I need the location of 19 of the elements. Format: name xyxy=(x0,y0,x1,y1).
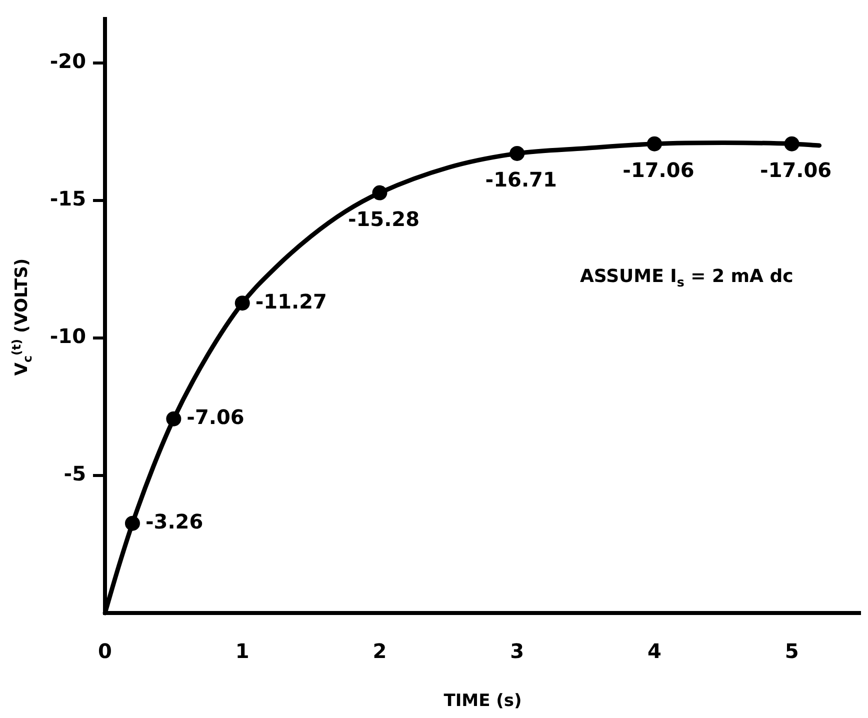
x-tick-label: 3 xyxy=(510,639,524,664)
y-tick-label: -10 xyxy=(50,324,86,348)
data-label: -17.06 xyxy=(760,158,832,182)
y-tick-label: -5 xyxy=(64,462,86,486)
y-tick-label: -15 xyxy=(50,186,86,211)
data-label: -3.26 xyxy=(145,510,204,534)
data-label: -11.27 xyxy=(255,289,327,314)
annotation: ASSUME I$_{s}$ = 2 mA dc xyxy=(580,266,794,290)
data-label: -7.06 xyxy=(186,405,244,430)
data-label: -16.71 xyxy=(485,168,557,192)
x-tick-label: 0 xyxy=(98,639,112,664)
data-label: -17.06 xyxy=(622,158,694,182)
x-tick-label: 2 xyxy=(372,639,387,664)
x-axis-title: TIME (s) xyxy=(444,691,522,712)
x-tick-label: 5 xyxy=(784,639,799,664)
data-label: -15.28 xyxy=(348,207,420,232)
y-tick-label: -20 xyxy=(50,49,86,74)
x-tick-label: 1 xyxy=(235,639,250,664)
x-tick-label: 4 xyxy=(647,639,662,664)
